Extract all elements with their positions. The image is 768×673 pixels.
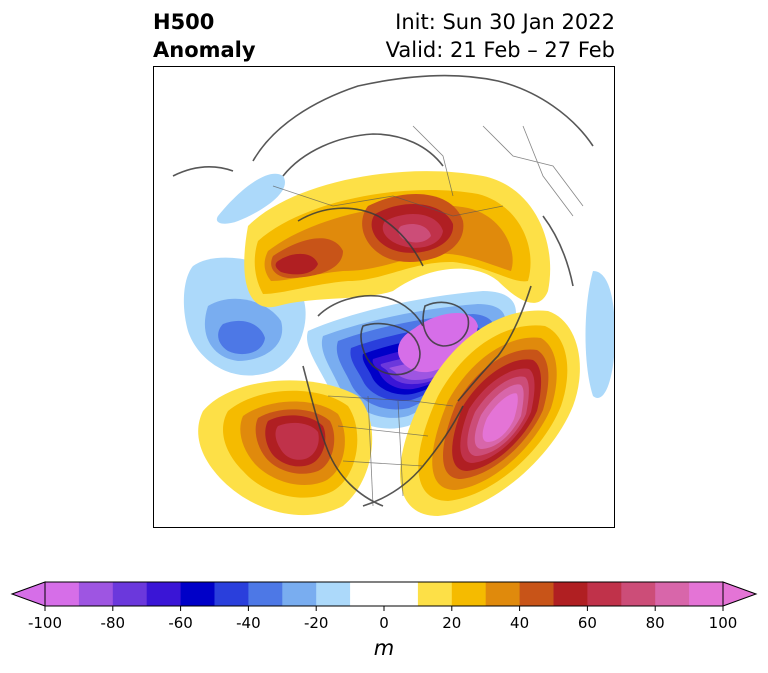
colorbar-tick-label: -60 <box>168 614 193 632</box>
map-svg <box>153 66 615 528</box>
colorbar-tick-label: 80 <box>645 614 665 632</box>
atlantic-positive-ridge <box>400 310 580 516</box>
colorbar-segment <box>146 582 182 606</box>
colorbar-segments <box>45 582 724 606</box>
colorbar-segment <box>451 582 487 606</box>
colorbar-segment <box>519 582 554 606</box>
colorbar-tick-label: -100 <box>27 614 63 632</box>
colorbar-segment <box>689 582 724 606</box>
title-variable: H500 <box>153 10 215 34</box>
colorbar-under-arrow <box>10 581 46 607</box>
colorbar-segment <box>214 582 249 606</box>
colorbar-segment <box>485 582 521 606</box>
alaska-negative-patch <box>216 173 285 224</box>
colorbar-segment <box>587 582 622 606</box>
colorbar-segment <box>78 582 114 606</box>
colorbar-tick-label: 0 <box>379 614 389 632</box>
colorbar-segment <box>112 582 148 606</box>
colorbar-segment <box>248 582 283 606</box>
coastlines-and-borders <box>172 74 594 507</box>
colorbar-tick-label: 20 <box>442 614 462 632</box>
colorbar-segment <box>655 582 690 606</box>
colorbar-tick-label: 100 <box>708 614 738 632</box>
colorbar-over-arrow <box>722 581 758 607</box>
colorbar-ticks <box>44 606 724 611</box>
europe-negative-patch <box>585 271 615 398</box>
colorbar-segment <box>282 582 317 606</box>
colorbar-segment <box>553 582 588 606</box>
colorbar-segment <box>384 582 419 606</box>
colorbar-tick-label: -20 <box>303 614 329 632</box>
colorbar-segment <box>316 582 351 606</box>
title-init-date: Init: Sun 30 Jan 2022 <box>395 10 615 34</box>
colorbar-segment <box>417 582 453 606</box>
title-valid-range: Valid: 21 Feb – 27 Feb <box>385 38 615 62</box>
colorbar-tick-label: -80 <box>100 614 126 632</box>
political-borders <box>272 125 584 507</box>
arctic-positive-ridge <box>244 171 551 308</box>
colorbar <box>10 581 758 611</box>
title-field: Anomaly <box>153 38 256 62</box>
colorbar-tick-label: -40 <box>236 614 261 632</box>
colorbar-tick-label: 40 <box>510 614 530 632</box>
colorbar-segment <box>350 582 385 606</box>
colorbar-segment <box>621 582 656 606</box>
colorbar-segment <box>45 582 80 606</box>
colorbar-segment <box>180 582 215 606</box>
plot-title-left: H500 Anomaly <box>153 8 256 64</box>
colorbar-units-label: m <box>373 636 395 660</box>
colorbar-tick-label: 60 <box>577 614 597 632</box>
anomaly-map <box>153 66 615 528</box>
western-us-positive-ridge <box>198 380 373 516</box>
plot-title-right: Init: Sun 30 Jan 2022 Valid: 21 Feb – 27… <box>386 8 615 64</box>
